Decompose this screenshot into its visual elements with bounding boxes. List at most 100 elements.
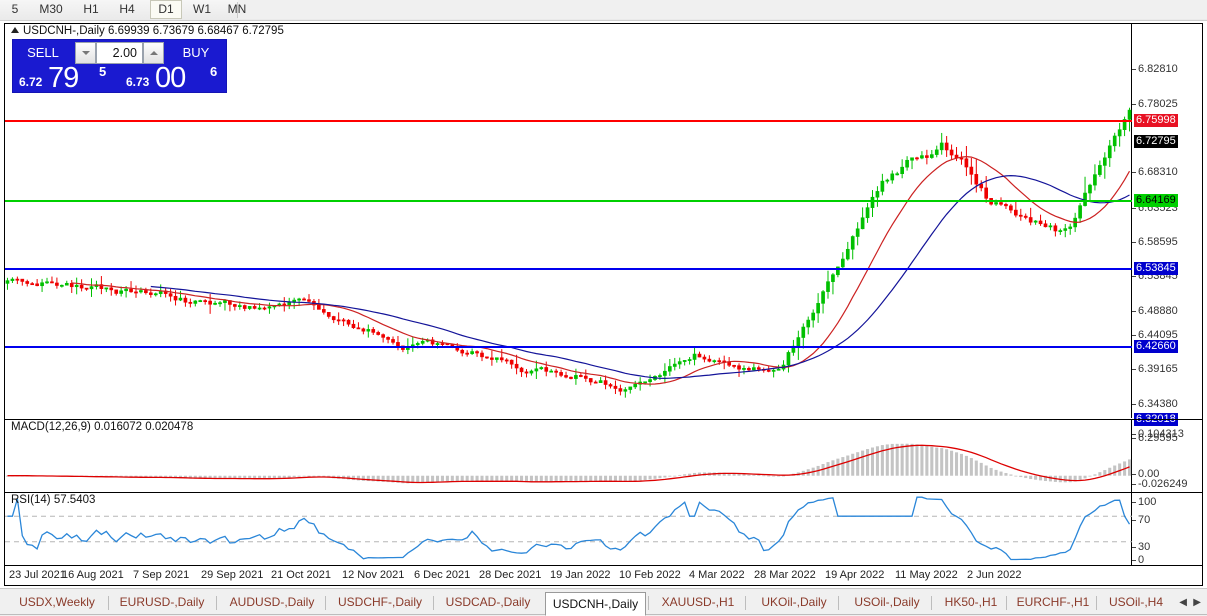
date-label: 28 Dec 2021 xyxy=(479,569,542,581)
tab-separator xyxy=(931,596,932,610)
symbol-tab-usoil-daily[interactable]: USOil-,Daily xyxy=(854,595,920,609)
macd-tick: 0.104313 xyxy=(1132,428,1184,440)
sell-price-minor: 79 xyxy=(48,65,79,90)
timeframe-w1[interactable]: W1 xyxy=(193,2,211,16)
buy-price-major: 6.73 xyxy=(126,75,150,89)
price-plot-area[interactable] xyxy=(5,24,1132,418)
sell-price-quote[interactable]: 6.72 79 5 xyxy=(15,65,118,90)
date-label: 6 Dec 2021 xyxy=(414,569,471,581)
timeframe-5[interactable]: 5 xyxy=(11,2,19,16)
rsi-tick: 0 xyxy=(1132,554,1144,566)
symbol-tab-usdcnh-daily[interactable]: USDCNH-,Daily xyxy=(545,592,646,616)
symbol-tab-audusd-daily[interactable]: AUDUSD-,Daily xyxy=(229,595,315,609)
price-tick: 6.58595 xyxy=(1132,236,1178,248)
level-line-blue-2[interactable] xyxy=(5,346,1132,348)
symbol-tab-usdchf-daily[interactable]: USDCHF-,Daily xyxy=(338,595,422,609)
timeframe-d1[interactable]: D1 xyxy=(150,0,182,19)
resistance-line-red[interactable] xyxy=(5,120,1132,122)
date-label: 28 Mar 2022 xyxy=(754,569,816,581)
buy-button[interactable]: BUY xyxy=(182,45,210,60)
chart-window: 6.82810 6.78025 6.68310 6.63523 6.58595 6.538… xyxy=(4,23,1203,586)
rsi-scale-divider xyxy=(1131,493,1132,565)
macd-header: MACD(12,26,9) 0.016072 0.020478 xyxy=(11,421,194,433)
volume-input[interactable]: 2.00 xyxy=(96,42,143,64)
macd-pane: 0.104313 0.00 -0.026249 MACD(12,26,9) 0.01… xyxy=(5,419,1202,492)
date-label: 23 Jul 2021 xyxy=(9,569,66,581)
timeframe-h4[interactable]: H4 xyxy=(119,2,135,16)
price-scale[interactable]: 6.82810 6.78025 6.68310 6.63523 6.58595 6.538… xyxy=(1132,24,1202,444)
symbol-tab-bar: USDX,Weekly EURUSD-,Daily AUDUSD-,Daily USD… xyxy=(0,588,1207,616)
symbol-tab-hk50-h1[interactable]: HK50-,H1 xyxy=(944,595,998,609)
volume-stepper: 2.00 xyxy=(75,42,164,64)
tab-separator xyxy=(433,596,434,610)
buy-price-quote[interactable]: 6.73 00 6 xyxy=(122,65,224,90)
candlestick-series xyxy=(5,107,1132,398)
volume-decrease-button[interactable] xyxy=(75,42,96,64)
rsi-pane: 100 70 30 0 RSI(14) 57.5403 xyxy=(5,492,1202,566)
rsi-tick: 70 xyxy=(1132,514,1150,526)
macd-scale-divider xyxy=(1131,420,1132,492)
rsi-scale: 100 70 30 0 xyxy=(1132,493,1202,566)
tab-separator xyxy=(745,596,746,610)
date-label: 12 Nov 2021 xyxy=(342,569,405,581)
timeframe-m30[interactable]: M30 xyxy=(39,2,63,16)
timeframe-mn[interactable]: MN xyxy=(227,2,247,16)
tab-separator xyxy=(1096,596,1097,610)
chevron-down-icon xyxy=(81,51,90,55)
tab-separator xyxy=(216,596,217,610)
scroll-right-icon[interactable]: ▶ xyxy=(1193,597,1201,608)
tab-separator xyxy=(838,596,839,610)
price-tick: 6.34380 xyxy=(1132,398,1178,410)
timeframe-h1[interactable]: H1 xyxy=(83,2,99,16)
price-pane: 6.82810 6.78025 6.68310 6.63523 6.58595 6.538… xyxy=(5,24,1202,444)
tab-separator xyxy=(325,596,326,610)
blue-level-2-label: 6.42660 xyxy=(1134,340,1178,353)
chart-header: USDCNH-,Daily 6.69939 6.73679 6.68467 6.… xyxy=(11,25,284,37)
date-label: 4 Mar 2022 xyxy=(689,569,745,581)
symbol-tab-ukoil-daily[interactable]: UKOil-,Daily xyxy=(761,595,827,609)
level-line-blue-1[interactable] xyxy=(5,268,1132,270)
chevron-up-icon xyxy=(149,51,158,55)
tab-separator xyxy=(108,596,109,610)
buy-price-fraction: 6 xyxy=(210,65,218,79)
date-label: 19 Jan 2022 xyxy=(550,569,611,581)
symbol-tab-eurchf-h1[interactable]: EURCHF-,H1 xyxy=(1016,595,1090,609)
price-tick: 6.39165 xyxy=(1132,363,1178,375)
price-scale-divider xyxy=(1131,24,1132,418)
macd-tick: 0.00 xyxy=(1132,468,1159,480)
price-tick: 6.29595 xyxy=(1132,432,1178,444)
sell-price-major: 6.72 xyxy=(19,75,43,89)
one-click-trading-panel: SELL 2.00 BUY 6.72 79 5 6.73 00 6 xyxy=(12,39,227,93)
macd-scale: 0.104313 0.00 -0.026249 xyxy=(1132,420,1202,492)
macd-plot-area[interactable] xyxy=(5,420,1132,492)
rsi-tick: 100 xyxy=(1132,496,1156,508)
symbol-tab-xauusd-h1[interactable]: XAUUSD-,H1 xyxy=(661,595,735,609)
triangle-up-icon[interactable] xyxy=(11,27,19,33)
symbol-tab-usdx-weekly[interactable]: USDX,Weekly xyxy=(19,595,95,609)
symbol-tab-usdcad-daily[interactable]: USDCAD-,Daily xyxy=(445,595,531,609)
tab-separator xyxy=(648,596,649,610)
tab-separator xyxy=(1006,596,1007,610)
buy-price-minor: 00 xyxy=(155,65,186,90)
toolbar-empty-area xyxy=(238,0,1207,19)
symbol-tab-eurusd-daily[interactable]: EURUSD-,Daily xyxy=(119,595,205,609)
price-tick: 6.44095 xyxy=(1132,329,1178,341)
date-label: 16 Aug 2021 xyxy=(62,569,124,581)
chart-header-text: USDCNH-,Daily 6.69939 6.73679 6.68467 6.… xyxy=(23,25,284,37)
date-label: 10 Feb 2022 xyxy=(619,569,681,581)
rsi-tick: 30 xyxy=(1132,541,1150,553)
date-axis[interactable]: 23 Jul 2021 16 Aug 2021 7 Sep 2021 29 Sep 2… xyxy=(5,565,1202,586)
rsi-plot-area[interactable] xyxy=(5,493,1132,565)
date-label: 21 Oct 2021 xyxy=(271,569,331,581)
price-tick: 6.48880 xyxy=(1132,305,1178,317)
support-line-green[interactable] xyxy=(5,200,1132,202)
macd-tick: -0.026249 xyxy=(1132,478,1188,490)
rsi-header: RSI(14) 57.5403 xyxy=(11,494,96,506)
date-label: 11 May 2022 xyxy=(895,569,958,581)
volume-increase-button[interactable] xyxy=(143,42,164,64)
price-tick: 6.82810 xyxy=(1132,63,1178,75)
symbol-tab-usoil-h4[interactable]: USOil-,H4 xyxy=(1108,595,1163,609)
scroll-left-icon[interactable]: ◀ xyxy=(1179,597,1187,608)
sell-button[interactable]: SELL xyxy=(27,45,59,60)
rsi-series xyxy=(5,496,1132,561)
